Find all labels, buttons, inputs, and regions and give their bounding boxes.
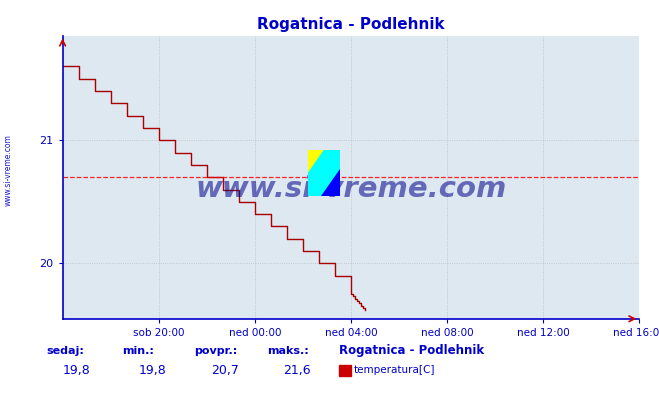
Text: maks.:: maks.: xyxy=(267,346,308,356)
Text: povpr.:: povpr.: xyxy=(194,346,238,356)
Text: 21,6: 21,6 xyxy=(283,364,311,377)
Polygon shape xyxy=(321,169,340,196)
Text: Rogatnica - Podlehnik: Rogatnica - Podlehnik xyxy=(339,345,484,358)
Text: 20,7: 20,7 xyxy=(211,364,239,377)
Polygon shape xyxy=(308,150,340,196)
Polygon shape xyxy=(308,150,324,173)
Text: sedaj:: sedaj: xyxy=(46,346,84,356)
Text: 19,8: 19,8 xyxy=(138,364,166,377)
Text: www.si-vreme.com: www.si-vreme.com xyxy=(195,175,507,202)
Text: temperatura[C]: temperatura[C] xyxy=(354,365,436,375)
Text: www.si-vreme.com: www.si-vreme.com xyxy=(3,134,13,206)
Title: Rogatnica - Podlehnik: Rogatnica - Podlehnik xyxy=(257,17,445,32)
Text: min.:: min.: xyxy=(122,346,154,356)
Text: 19,8: 19,8 xyxy=(63,364,90,377)
